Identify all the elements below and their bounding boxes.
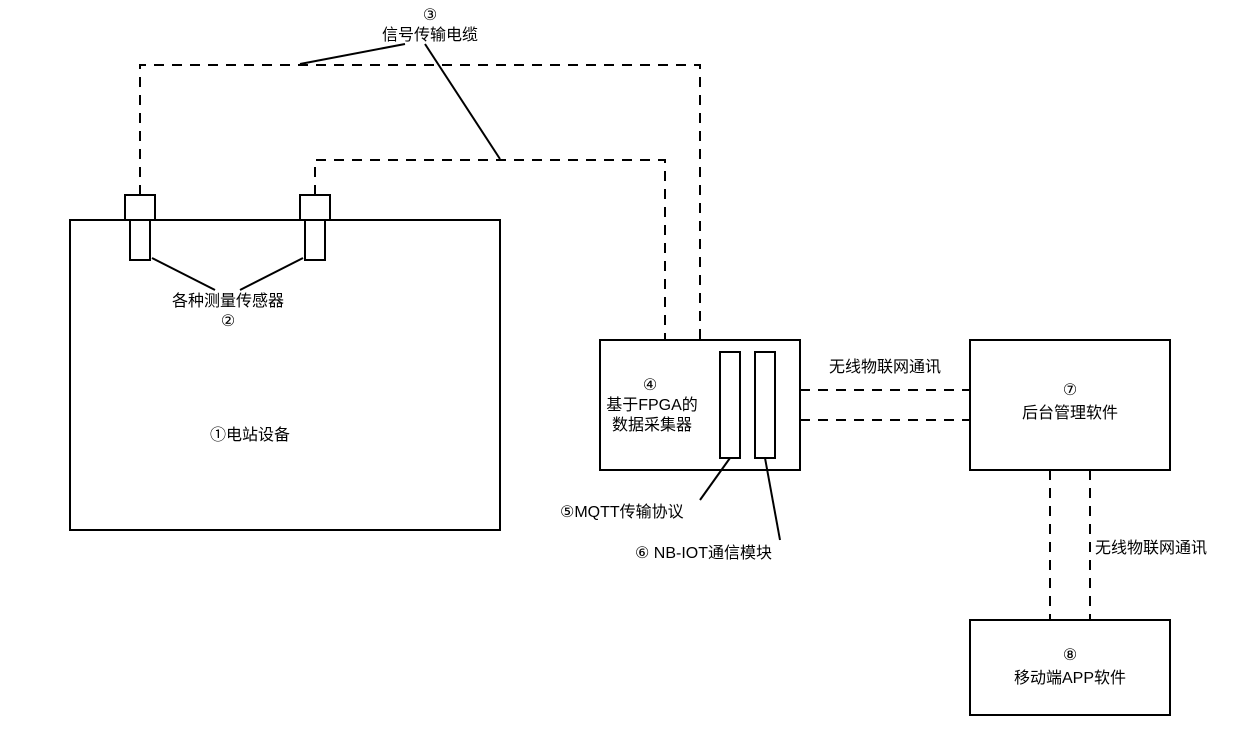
mqtt-module [720, 352, 740, 458]
sensor-2-top [300, 195, 330, 220]
sensor-2-body [305, 220, 325, 260]
nbiot-module [755, 352, 775, 458]
app-box [970, 620, 1170, 715]
mqtt-leader [700, 458, 730, 500]
collector-num: ④ [643, 377, 657, 394]
wireless-label-1: 无线物联网通讯 [829, 358, 941, 376]
backend-title: 后台管理软件 [1022, 404, 1118, 422]
app-title: 移动端APP软件 [1014, 669, 1126, 687]
cable-path-2 [315, 160, 665, 340]
sensor-1-body [130, 220, 150, 260]
app-num: ⑧ [1063, 647, 1077, 664]
collector-line2: 数据采集器 [612, 416, 692, 434]
mqtt-label: ⑤MQTT传输协议 [560, 503, 684, 521]
collector-line1: 基于FPGA的 [606, 396, 698, 414]
sensor-1-top [125, 195, 155, 220]
wireless-label-2: 无线物联网通讯 [1095, 539, 1207, 557]
nbiot-label: ⑥ NB-IOT通信模块 [635, 544, 772, 562]
cable-num: ③ [423, 7, 437, 24]
cable-title: 信号传输电缆 [382, 26, 478, 44]
cable-leader-1 [300, 44, 405, 64]
cable-leader-2 [425, 44, 500, 159]
sensors-label-title: 各种测量传感器 [172, 292, 284, 310]
backend-num: ⑦ [1063, 382, 1077, 399]
sensor-2-leader [240, 258, 303, 290]
sensors-label-num: ② [221, 313, 235, 330]
sensor-1-leader [152, 258, 215, 290]
station-label: ①电站设备 [210, 426, 290, 444]
